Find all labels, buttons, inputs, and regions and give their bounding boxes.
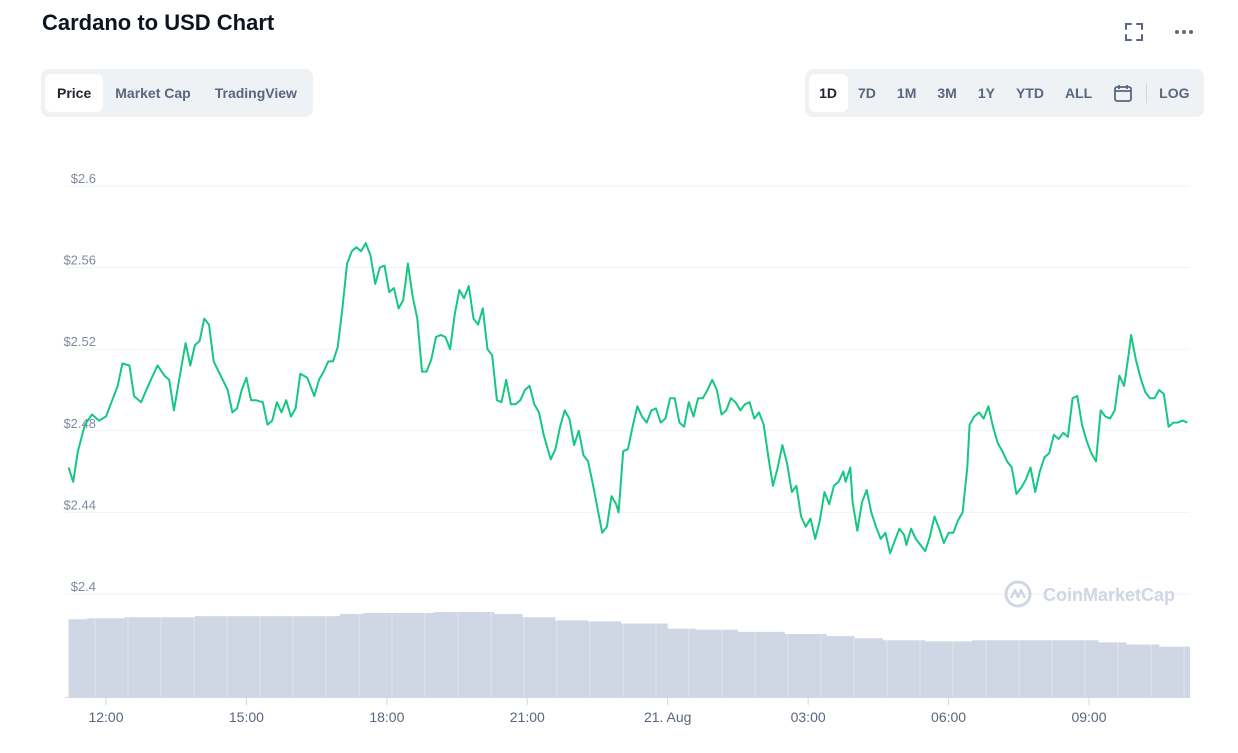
calendar-icon (1114, 85, 1133, 102)
y-tick-label: $2.44 (63, 497, 96, 512)
svg-text:CoinMarketCap: CoinMarketCap (1043, 585, 1175, 605)
x-tick-label: 18:00 (369, 709, 404, 725)
tab-market-cap[interactable]: Market Cap (115, 85, 191, 101)
range-7d[interactable]: 7D (858, 85, 876, 101)
range-1y[interactable]: 1Y (977, 85, 995, 101)
time-range-selector: 1D 7D 1M 3M 1Y YTD ALL LOG (804, 69, 1204, 117)
range-3m[interactable]: 3M (937, 85, 957, 101)
x-tick-label: 06:00 (931, 709, 966, 725)
tab-tradingview[interactable]: TradingView (214, 85, 297, 101)
x-tick-label: 12:00 (88, 709, 123, 725)
y-tick-label: $2.48 (63, 416, 96, 431)
y-tick-label: $2.6 (71, 171, 96, 186)
range-ytd[interactable]: YTD (1015, 85, 1044, 101)
tab-price[interactable]: Price (45, 74, 104, 112)
range-1m[interactable]: 1M (896, 85, 917, 101)
y-tick-label: $2.52 (63, 334, 96, 349)
calendar-button[interactable] (1103, 74, 1144, 112)
log-scale-toggle[interactable]: LOG (1159, 85, 1190, 101)
more-icon[interactable] (1170, 18, 1198, 46)
x-tick-label: 03:00 (791, 709, 826, 725)
y-tick-label: $2.56 (63, 253, 96, 268)
page-title: Cardano to USD Chart (42, 10, 275, 35)
divider (1145, 83, 1147, 103)
range-all[interactable]: ALL (1064, 85, 1093, 101)
fullscreen-icon[interactable] (1120, 18, 1148, 46)
chart-toolbar (1120, 18, 1198, 46)
volume-area (68, 611, 1191, 697)
coinmarketcap-watermark: CoinMarketCap (1004, 580, 1175, 608)
x-tick-label: 15:00 (229, 709, 264, 725)
x-tick-label: 09:00 (1071, 709, 1106, 725)
x-tick-label: 21. Aug (644, 709, 692, 725)
chart-type-tabs: Price Market Cap TradingView (41, 69, 313, 117)
range-1d[interactable]: 1D (808, 74, 848, 112)
price-line (67, 242, 1188, 555)
y-tick-label: $2.4 (71, 579, 96, 594)
x-tick-label: 21:00 (510, 709, 545, 725)
